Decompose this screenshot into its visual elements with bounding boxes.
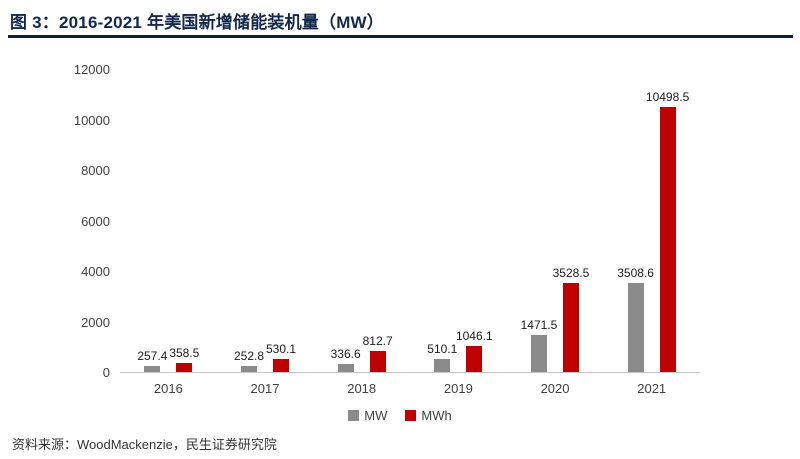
bar-value-label: 257.4 <box>137 348 168 363</box>
x-axis-label-2020: 2020 <box>540 381 570 396</box>
legend-swatch-mwh <box>405 410 417 421</box>
bar-mw-2019: 510.1 <box>427 342 457 372</box>
legend-swatch-mw <box>348 410 360 421</box>
bar-value-label: 252.8 <box>233 348 264 363</box>
bar-mw-2018: 336.6 <box>331 347 361 372</box>
x-axis-label-2021: 2021 <box>637 381 667 396</box>
x-axis: 2016 2017 2018 2019 2020 2021 <box>120 381 700 396</box>
x-axis-label-2017: 2017 <box>250 381 280 396</box>
legend-label-mw: MW <box>364 408 388 423</box>
legend-item-mwh: MWh <box>405 408 452 423</box>
bar-value-label: 336.6 <box>330 346 361 361</box>
chart-legend: MW MWh <box>0 408 800 423</box>
bar-group-2017: 252.8 530.1 <box>234 342 296 372</box>
title-underline <box>8 35 793 38</box>
bar-group-2016: 257.4 358.5 <box>137 346 199 372</box>
bar-mw-2017: 252.8 <box>234 349 264 372</box>
y-axis-tick-label: 8000 <box>81 163 110 178</box>
bar-groups: 257.4 358.5 252.8 530.1 336.6 812.7 510.1 1046.… <box>120 70 700 372</box>
x-axis-label-2019: 2019 <box>443 381 473 396</box>
bar-group-2020: 1471.5 3528.5 <box>521 266 589 372</box>
bar-mwh-2020: 3528.5 <box>553 266 589 372</box>
chart-header: 图 3：2016-2021 年美国新增储能装机量（MW） <box>10 8 792 33</box>
bar-value-label: 530.1 <box>265 341 296 356</box>
x-axis-label-2018: 2018 <box>347 381 377 396</box>
bar-mwh-2016: 358.5 <box>169 346 199 372</box>
bar-mwh-2017: 530.1 <box>266 342 296 372</box>
bar-group-2021: 3508.6 10498.5 <box>617 90 689 372</box>
x-axis-label-2016: 2016 <box>153 381 183 396</box>
bar-value-label: 358.5 <box>169 345 200 360</box>
y-axis-tick-label: 6000 <box>81 213 110 229</box>
bar-value-label: 510.1 <box>427 342 458 357</box>
y-axis-tick-label: 4000 <box>81 264 110 279</box>
bar-value-label: 812.7 <box>362 334 393 349</box>
bar-mw-2016: 257.4 <box>137 349 167 372</box>
legend-item-mw: MW <box>348 408 387 423</box>
y-axis-tick-label: 0 <box>102 365 110 380</box>
y-axis: 0 2000 4000 6000 8000 10000 12000 <box>50 62 110 380</box>
bar-mwh-2018: 812.7 <box>363 334 393 372</box>
bar-mwh-2019: 1046.1 <box>456 329 493 372</box>
bar-value-label: 10498.5 <box>645 89 690 104</box>
y-axis-tick-label: 2000 <box>81 314 110 330</box>
bar-value-label: 3528.5 <box>552 265 590 280</box>
bar-value-label: 1046.1 <box>455 328 493 343</box>
bar-group-2018: 336.6 812.7 <box>331 334 393 372</box>
bar-mwh-2021: 10498.5 <box>646 90 689 372</box>
chart-title: 图 3：2016-2021 年美国新增储能装机量（MW） <box>10 13 385 32</box>
bar-value-label: 3508.6 <box>617 266 654 281</box>
bar-mw-2020: 1471.5 <box>521 318 557 372</box>
bar-chart-plot-area: 257.4 358.5 252.8 530.1 336.6 812.7 510.1 1046.… <box>120 70 700 373</box>
source-note: 资料来源：WoodMackenzie，民生证券研究院 <box>12 437 277 452</box>
bar-mw-2021: 3508.6 <box>617 266 654 372</box>
y-axis-tick-label: 10000 <box>73 112 110 128</box>
y-axis-tick-label: 12000 <box>73 62 110 77</box>
legend-label-mwh: MWh <box>421 408 452 423</box>
bar-value-label: 1471.5 <box>520 317 558 332</box>
bar-group-2019: 510.1 1046.1 <box>427 329 493 372</box>
